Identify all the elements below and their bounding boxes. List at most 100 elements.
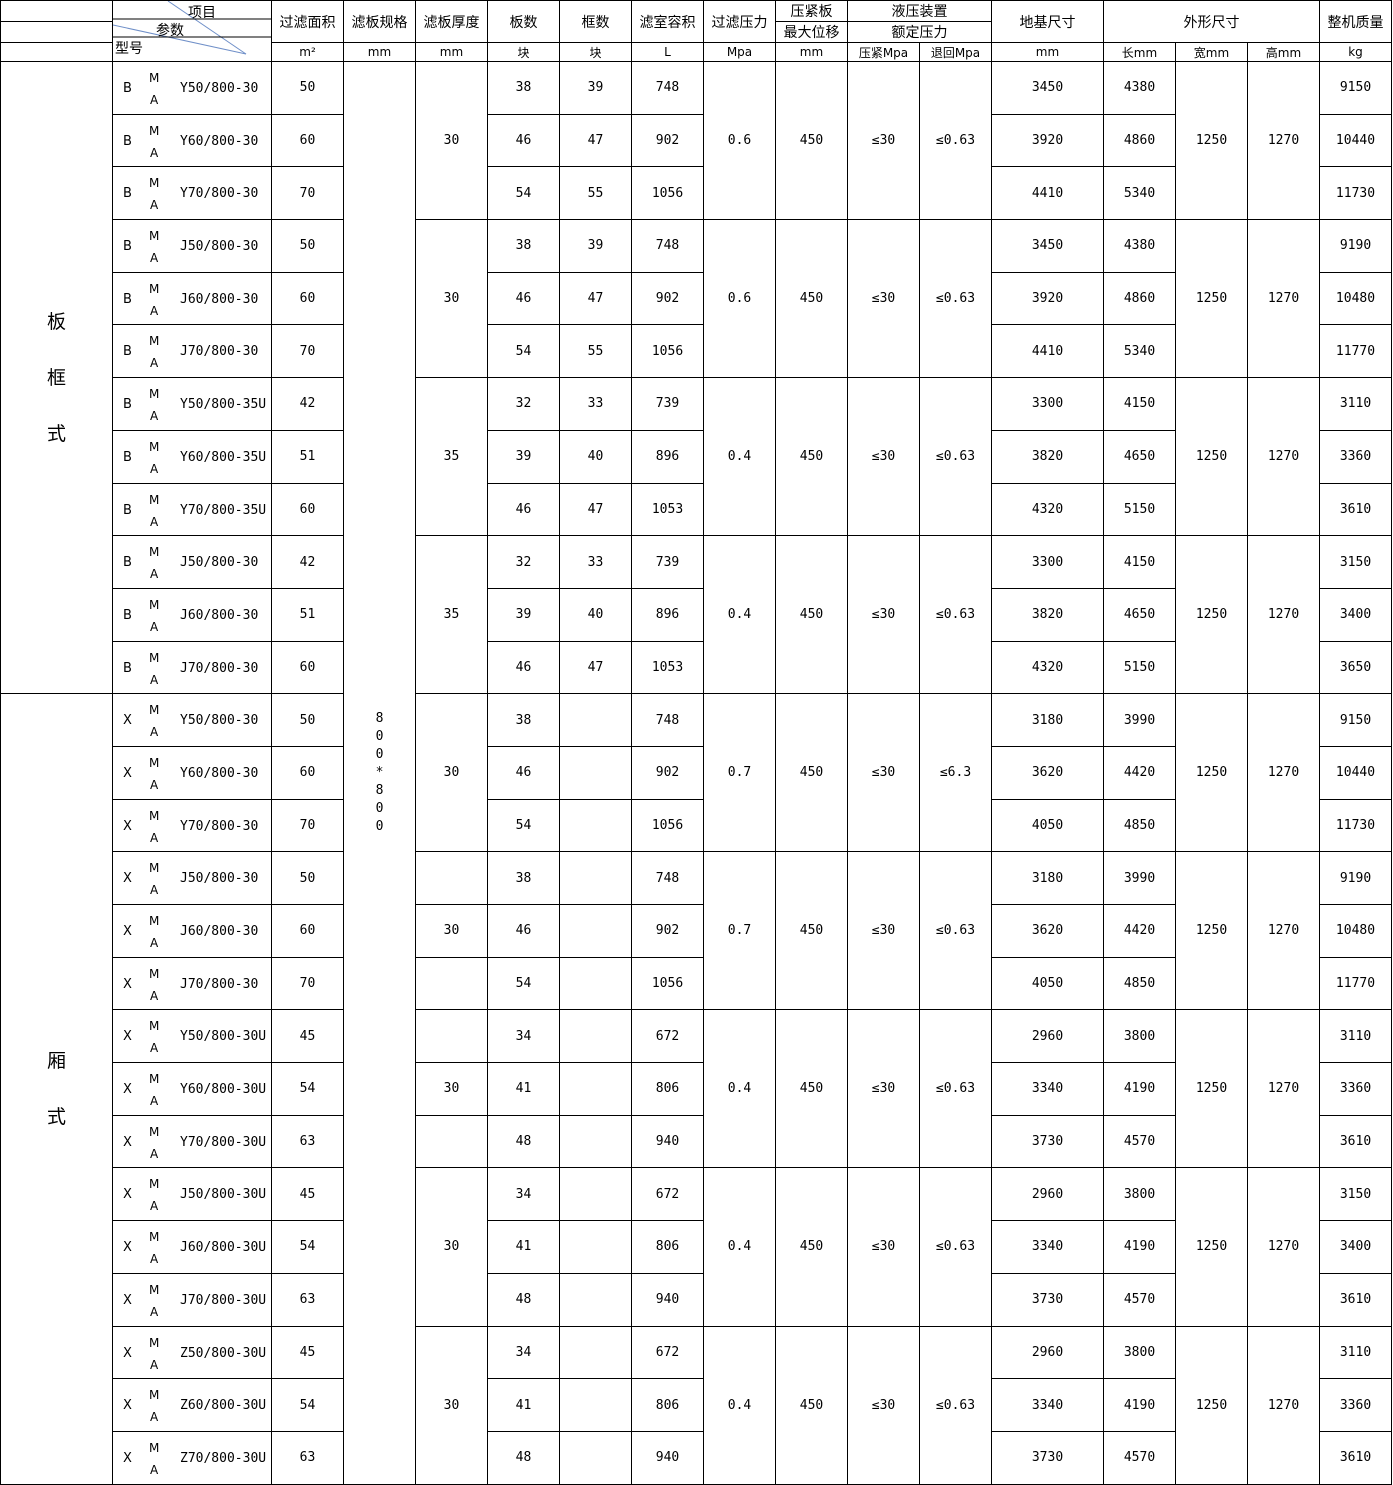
foundation-cell: 3730 (991, 1114, 1104, 1169)
header-weight: 整机质量 (1319, 0, 1392, 43)
model-cell: B M A Y70/800-30 (112, 166, 272, 221)
unit-weight: kg (1319, 42, 1392, 62)
model-cell: X M A Z60/800-30U (112, 1378, 272, 1432)
table-row: X M A Y60/800-30U 54 30 41 806 3340 4190 3360 (1, 1062, 1392, 1116)
length-cell: 3990 (1103, 693, 1176, 747)
length-cell: 3800 (1103, 1325, 1176, 1380)
model-cell: X M A Y60/800-30U (112, 1062, 272, 1116)
plates-cell: 54 (487, 166, 560, 221)
area-cell: 70 (271, 166, 344, 221)
model-prefix: B (123, 186, 132, 202)
plates-cell: 54 (487, 798, 560, 853)
category-label: 厢式 (46, 1049, 66, 1128)
table-row: X M A Z70/800-30U 63 48 940 3730 4570 3610 (1, 1430, 1392, 1485)
model-mid-bottom: A (150, 514, 159, 529)
thickness-cell: 30 (415, 1325, 488, 1485)
model-mid-top: M (149, 387, 160, 402)
height-cell: 1270 (1247, 1167, 1320, 1327)
width-cell: 1250 (1175, 1167, 1248, 1327)
foundation-cell: 4410 (991, 324, 1104, 379)
model-prefix: X (123, 976, 132, 992)
model-mid-top: M (149, 650, 160, 665)
volume-cell: 748 (631, 851, 704, 905)
area-cell: 54 (271, 1220, 344, 1274)
width-cell: 1250 (1175, 377, 1248, 537)
frames-cell (559, 1062, 632, 1116)
unit-volume: L (631, 42, 704, 62)
foundation-cell: 3820 (991, 587, 1104, 642)
frames-cell: 47 (559, 482, 632, 537)
displacement-cell: 450 (775, 535, 848, 695)
model-cell: X M A Z70/800-30U (112, 1430, 272, 1485)
header-rated: 额定压力 (847, 21, 992, 43)
volume-cell: 1053 (631, 640, 704, 695)
pressure-cell: 0.6 (703, 219, 776, 379)
frames-cell: 40 (559, 587, 632, 642)
table-row: 厢式 X M A Y50/800-30 50 30 38 748 0.7 450 ≤30 ≤6.3 318… (0, 693, 1392, 1485)
weight-cell: 3150 (1319, 1167, 1392, 1222)
model-mid-bottom: A (150, 1094, 159, 1109)
diagonal-header-cell: 项目 参数 型号 (112, 0, 272, 62)
thickness-cell (415, 851, 488, 905)
press-pressure-cell: ≤30 (847, 693, 920, 853)
spec-value: 800*800 (375, 710, 384, 834)
height-cell: 1270 (1247, 219, 1320, 379)
weight-cell: 10480 (1319, 271, 1392, 326)
table-row: B M A J70/800-30 60 46 47 1053 4320 5150 3650 (1, 640, 1392, 695)
model-code: Y50/800-35U (180, 397, 267, 413)
area-cell: 42 (271, 535, 344, 589)
weight-cell: 3110 (1319, 1009, 1392, 1064)
length-cell: 4860 (1103, 271, 1176, 326)
model-prefix: B (123, 449, 132, 465)
table-row: X M A J50/800-30U 45 30 34 672 0.4 450 ≤30 ≤0.63 296… (1, 1167, 1392, 1327)
unit-plates: 块 (487, 42, 560, 62)
thickness-cell: 30 (415, 219, 488, 379)
model-mid-top: M (149, 281, 160, 296)
header-frames: 框数 (559, 0, 632, 43)
weight-cell: 9150 (1319, 61, 1392, 115)
volume-cell: 806 (631, 1378, 704, 1432)
weight-cell: 3110 (1319, 1325, 1392, 1380)
frames-cell (559, 798, 632, 853)
header-pressure: 过滤压力 (703, 0, 776, 43)
unit-disp: mm (775, 42, 848, 62)
length-cell: 4420 (1103, 745, 1176, 800)
model-code: Y70/800-35U (180, 502, 267, 518)
model-code: J60/800-30 (180, 291, 259, 307)
length-cell: 5150 (1103, 482, 1176, 537)
unit-pressure: Mpa (703, 42, 776, 62)
header-area: 过滤面积 (271, 0, 344, 43)
plates-cell: 54 (487, 324, 560, 379)
model-cell: B M A Y50/800-30 (112, 61, 272, 115)
model-code: J60/800-30 (180, 924, 259, 939)
area-cell: 60 (271, 271, 344, 326)
volume-cell: 940 (631, 1430, 704, 1485)
model-cell: B M A J70/800-30 (112, 640, 272, 695)
displacement-cell: 450 (775, 1009, 848, 1169)
foundation-cell: 4410 (991, 166, 1104, 221)
model-cell: X M A Y70/800-30U (112, 1114, 272, 1169)
plates-cell: 38 (487, 61, 560, 115)
foundation-cell: 3300 (991, 535, 1104, 589)
length-cell: 4650 (1103, 429, 1176, 484)
plates-cell: 32 (487, 377, 560, 431)
model-code: Y50/800-30 (180, 81, 259, 96)
table-row: 板框式 B M A Y50/800-30 50 800*800 30 38 39 748 0.6 450… (0, 60, 1392, 1485)
weight-cell: 3110 (1319, 377, 1392, 431)
length-cell: 3990 (1103, 851, 1176, 905)
return-pressure-cell: ≤0.63 (919, 1167, 992, 1327)
unit-length: 长mm (1103, 42, 1176, 62)
return-pressure-cell: ≤0.63 (919, 60, 992, 221)
model-code: Y70/800-30U (180, 1134, 267, 1150)
area-cell: 51 (271, 587, 344, 642)
header-outline: 外形尺寸 (1103, 0, 1320, 43)
pressure-cell: 0.4 (703, 377, 776, 537)
model-code: J50/800-30 (180, 555, 259, 571)
length-cell: 5340 (1103, 324, 1176, 379)
model-cell: B M A Y60/800-35U (112, 429, 272, 484)
model-mid-top: M (149, 1440, 160, 1455)
thickness-cell: 30 (415, 904, 488, 958)
model-mid-bottom: A (150, 883, 159, 898)
unit-frames: 块 (559, 42, 632, 62)
plates-cell: 39 (487, 429, 560, 484)
